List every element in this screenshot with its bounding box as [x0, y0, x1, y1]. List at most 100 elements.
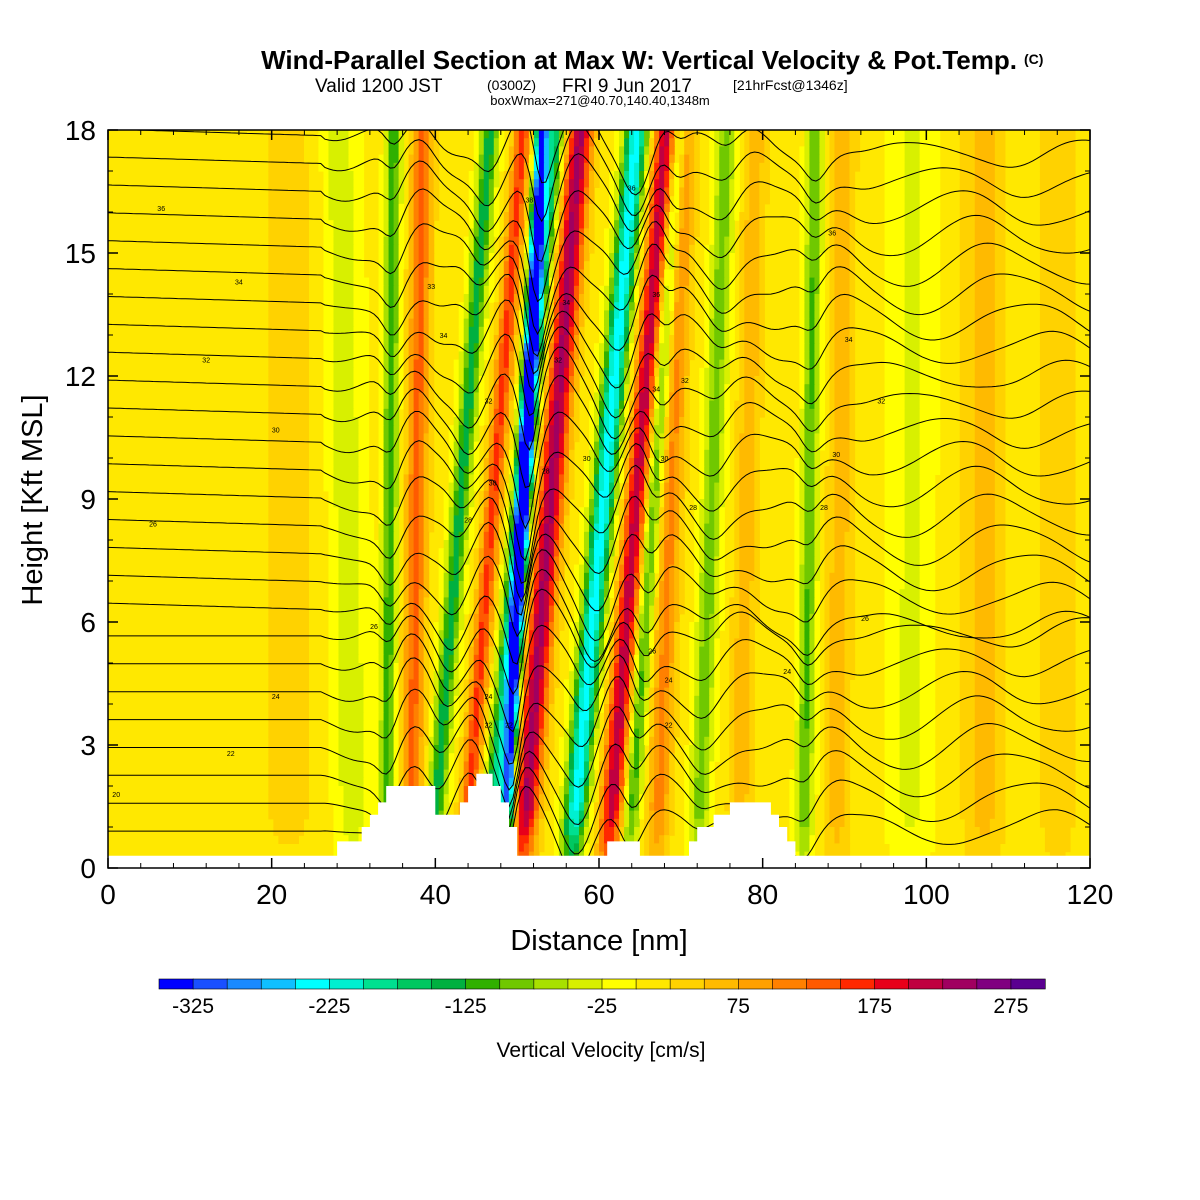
- colorbar-tick-label: -325: [172, 995, 214, 1018]
- potential-temperature-contours: [108, 130, 1090, 868]
- colorbar-swatch: [703, 978, 739, 990]
- colorbar-swatch: [635, 978, 671, 990]
- theta-contour-label: 34: [440, 333, 448, 340]
- colorbar-tick-label: -225: [308, 995, 350, 1018]
- colorbar-swatch: [942, 978, 978, 990]
- theta-contour-label: 26: [149, 522, 157, 529]
- y-tick-label: 6: [80, 607, 96, 638]
- x-tick-label: 20: [256, 879, 287, 910]
- x-tick-label: 60: [583, 879, 614, 910]
- theta-contour-label: 26: [370, 624, 378, 631]
- theta-contour-label: 22: [665, 723, 673, 730]
- theta-contour-label: 32: [202, 358, 210, 365]
- theta-contour-label: 36: [828, 231, 836, 238]
- theta-contour-label: 30: [661, 456, 669, 463]
- theta-contour-label: 36: [628, 185, 636, 192]
- theta-contour-label: 36: [652, 292, 660, 299]
- theta-contour-label: 34: [562, 300, 570, 307]
- x-tick-label: 80: [747, 879, 778, 910]
- theta-contour-label: 34: [235, 280, 243, 287]
- colorbar-tick-label: 175: [857, 995, 892, 1018]
- colorbar-swatch: [260, 978, 296, 990]
- valid-date: FRI 9 Jun 2017: [562, 76, 692, 97]
- colorbar-swatch: [1010, 978, 1046, 990]
- y-axis-label: Height [Kft MSL]: [17, 394, 49, 605]
- y-tick-label: 0: [80, 853, 96, 884]
- theta-contour-label: 33: [427, 284, 435, 291]
- theta-contour-label: 30: [272, 427, 280, 434]
- chart-title-mark: (C): [1024, 51, 1043, 67]
- theta-contour-label: 34: [845, 337, 853, 344]
- valid-utc: (0300Z): [487, 77, 536, 93]
- colorbar-swatch: [874, 978, 910, 990]
- potential-temperature-labels: 20 22 24 26 26 28 30 32 34 36 33 34 32 30 24 22 22 38 28 34…: [112, 185, 885, 799]
- valid-prefix: Valid 1200 JST: [315, 76, 443, 97]
- colorbar-swatch: [669, 978, 705, 990]
- colorbar-swatch: [431, 978, 467, 990]
- theta-contour-label: 26: [861, 616, 869, 623]
- theta-contour-label: 30: [832, 452, 840, 459]
- colorbar-tick-label: 75: [727, 995, 750, 1018]
- theta-contour-label: 30: [583, 456, 591, 463]
- colorbar-swatch: [363, 978, 399, 990]
- colorbar-swatch: [397, 978, 433, 990]
- colorbar-swatch: [908, 978, 944, 990]
- theta-contour-label: 22: [227, 751, 235, 758]
- colorbar-swatch: [567, 978, 603, 990]
- colorbar-swatch: [465, 978, 501, 990]
- colorbar-label: Vertical Velocity [cm/s]: [497, 1039, 706, 1062]
- theta-contour-label: 32: [554, 358, 562, 365]
- y-tick-label: 12: [65, 361, 96, 392]
- colorbar-tick-labels: -325 -225 -125 -25 75 175 275: [172, 995, 1028, 1018]
- x-axis: 0 20 40 60 80 100 120: [100, 130, 1113, 910]
- vertical-velocity-field: [108, 130, 1090, 868]
- colorbar-swatch: [738, 978, 773, 990]
- terrain-profile: [108, 773, 1090, 868]
- x-tick-label: 0: [100, 879, 116, 910]
- boxwmax-label: boxWmax=271@40.70,140.40,1348m: [490, 93, 710, 108]
- x-tick-label: 100: [903, 879, 950, 910]
- theta-contour-label: 32: [681, 378, 689, 385]
- colorbar-swatch: [499, 978, 535, 990]
- colorbar-swatch: [329, 978, 365, 990]
- theta-contour-label: 38: [526, 198, 534, 205]
- theta-contour-label: 24: [665, 677, 673, 684]
- colorbar-swatch: [295, 978, 330, 990]
- theta-contour-label: 28: [542, 468, 550, 475]
- theta-contour-label: 28: [464, 518, 472, 525]
- theta-contour-label: 20: [112, 792, 120, 799]
- theta-contour-label: 32: [877, 399, 885, 406]
- colorbar-swatch: [840, 978, 876, 990]
- colorbar-swatch: [601, 978, 637, 990]
- theta-contour-label: 30: [489, 481, 497, 488]
- theta-contour-label: 24: [783, 669, 791, 676]
- theta-contour-label: 28: [820, 505, 828, 512]
- theta-contour-label: 34: [652, 386, 660, 393]
- y-tick-label: 15: [65, 238, 96, 269]
- forecast-label: [21hrFcst@1346z]: [733, 77, 848, 93]
- colorbar-swatch: [158, 978, 194, 990]
- colorbar-tick-label: -125: [445, 995, 487, 1018]
- x-axis-label: Distance [nm]: [510, 925, 687, 957]
- theta-contour-label: 24: [485, 694, 493, 701]
- y-tick-label: 9: [80, 484, 96, 515]
- colorbar-swatch: [806, 978, 842, 990]
- theta-contour-label: 22: [485, 723, 493, 730]
- theta-contour-label: 32: [485, 399, 493, 406]
- colorbar-swatch: [772, 978, 808, 990]
- colorbar-swatch: [192, 978, 228, 990]
- theta-contour-label: 36: [157, 206, 165, 213]
- colorbar-tick-label: -25: [587, 995, 617, 1018]
- chart-title: Wind-Parallel Section at Max W: Vertical…: [261, 45, 1017, 75]
- colorbar-swatch: [533, 978, 569, 990]
- colorbar-tick-label: 275: [993, 995, 1028, 1018]
- theta-contour-label: 26: [648, 649, 656, 656]
- colorbar-swatch: [976, 978, 1012, 990]
- x-tick-label: 40: [420, 879, 451, 910]
- theta-contour-label: 22: [505, 723, 513, 730]
- y-tick-label: 18: [65, 115, 96, 146]
- x-tick-label: 120: [1067, 879, 1114, 910]
- y-tick-label: 3: [80, 730, 96, 761]
